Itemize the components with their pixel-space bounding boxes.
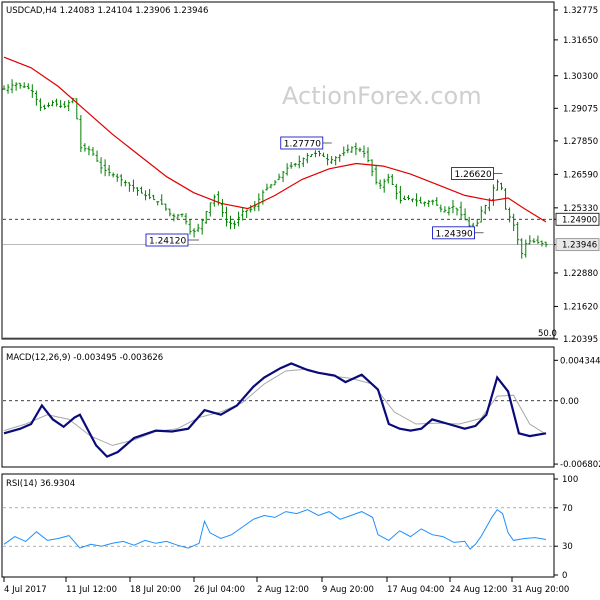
rsi-tick-label: 30 [562, 542, 573, 552]
macd-panel: 0.004344 0.00 -0.006802 [3, 356, 600, 470]
macd-tick-label: 0.004344 [560, 356, 600, 366]
macd-signal-line [3, 368, 547, 446]
annotation-label: 1.24390 [436, 229, 473, 239]
macd-title: MACD(12,26,9) -0.003495 -0.003626 [6, 353, 163, 363]
x-tick-label: 17 Aug 04:00 [387, 585, 444, 595]
rsi-panel: 100 70 30 0 [3, 475, 578, 581]
annotation-box [145, 233, 189, 247]
level-label: 1.24900 [562, 215, 597, 225]
annotation-label: 1.26620 [455, 170, 492, 180]
moving-average-line [3, 56, 547, 223]
watermark: ActionForex.com [282, 82, 482, 110]
rsi-tick-label: 100 [562, 475, 578, 485]
macd-line [3, 362, 547, 458]
price-tick-label: 1.27850 [563, 137, 598, 147]
x-tick-label: 11 Jul 12:00 [66, 585, 117, 595]
last-price-label: 1.23946 [562, 241, 597, 251]
annotation-label: 1.24120 [149, 237, 186, 247]
x-tick-label: 31 Aug 20:00 [512, 585, 569, 595]
annotation-box [451, 167, 494, 180]
price-tick-label: 1.21620 [563, 302, 598, 312]
rsi-tick-label: 0 [562, 571, 567, 581]
rsi-title: RSI(14) 36.9304 [6, 479, 75, 489]
macd-panel-frame [1, 346, 555, 468]
last-price-box [555, 238, 600, 252]
rsi-tick-label: 70 [562, 504, 573, 514]
x-tick-label: 26 Jul 04:00 [194, 585, 245, 595]
price-tick-label: 1.32775 [563, 6, 598, 16]
price-tick-label: 1.22880 [563, 269, 598, 279]
price-tick-label: 1.20395 [563, 335, 598, 345]
price-tick-label: 1.30300 [563, 72, 598, 82]
level-label-box [555, 212, 600, 226]
price-tick-label: 1.31650 [563, 36, 598, 46]
price-tick-label: 1.25330 [563, 204, 598, 214]
x-tick-label: 2 Aug 12:00 [257, 585, 309, 595]
annotation-label: 1.27770 [284, 139, 321, 149]
x-tick-label: 18 Jul 20:00 [130, 585, 181, 595]
price-panel: 1.32775 1.31650 1.30300 1.29075 1.27850 1.265… [2, 6, 600, 345]
rsi-panel-frame [1, 473, 555, 578]
fib-level-label: 50.0 [538, 329, 557, 339]
x-axis: 4 Jul 2017 11 Jul 12:00 18 Jul 20:00 26 Jul… [3, 577, 569, 595]
price-chart-title: USDCAD,H4 1.24083 1.24104 1.23906 1.2394… [6, 6, 208, 16]
price-tick-label: 1.29075 [563, 104, 598, 114]
price-panel-frame [1, 1, 555, 340]
x-tick-label: 24 Aug 12:00 [450, 585, 507, 595]
x-tick-label: 9 Aug 20:00 [322, 585, 374, 595]
price-tick-label: 1.26590 [563, 170, 598, 180]
annotation-box [280, 136, 324, 150]
annotation-box [432, 226, 475, 240]
macd-tick-label: 0.00 [560, 397, 579, 407]
rsi-line [3, 508, 547, 550]
macd-tick-label: -0.006802 [560, 460, 600, 470]
x-tick-label: 4 Jul 2017 [4, 585, 47, 595]
